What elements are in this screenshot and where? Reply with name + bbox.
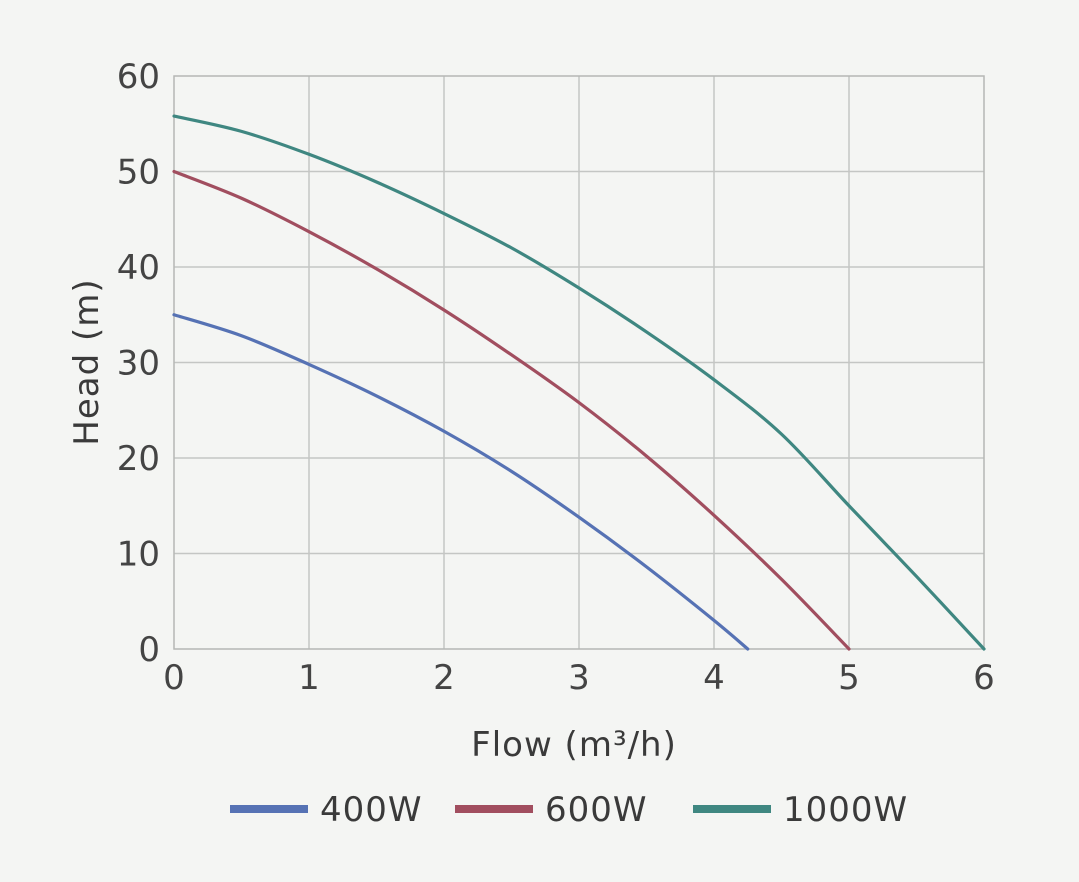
x-tick-label: 3 <box>568 658 590 698</box>
y-tick-label: 0 <box>138 630 160 670</box>
series-line-400w <box>172 313 750 651</box>
x-tick-label: 1 <box>298 658 320 698</box>
y-axis-title: Head (m) <box>67 278 107 445</box>
y-tick-label: 60 <box>117 57 160 97</box>
series-line-600w <box>172 169 851 651</box>
grid <box>174 76 984 649</box>
series-line-1000w <box>172 114 986 651</box>
legend-label-1000w: 1000W <box>783 790 908 830</box>
x-tick-label: 5 <box>838 658 860 698</box>
y-tick-label: 40 <box>117 248 160 288</box>
y-tick-label: 30 <box>117 344 160 384</box>
plot-frame <box>173 75 985 650</box>
legend: 400W 600W 1000W <box>230 790 908 830</box>
x-tick-label: 4 <box>703 658 725 698</box>
y-tick-label: 50 <box>117 153 160 193</box>
x-tick-label: 6 <box>973 658 995 698</box>
y-tick-label: 20 <box>117 439 160 479</box>
x-axis-title: Flow (m³/h) <box>471 725 677 765</box>
x-tick-labels: 0 1 2 3 4 5 6 <box>163 658 995 698</box>
x-tick-label: 0 <box>163 658 185 698</box>
x-tick-label: 2 <box>433 658 455 698</box>
legend-label-400w: 400W <box>320 790 423 830</box>
y-tick-label: 10 <box>117 535 160 575</box>
legend-label-600w: 600W <box>545 790 648 830</box>
series-lines <box>172 114 986 651</box>
y-tick-labels: 0 10 20 30 40 50 60 <box>117 57 160 670</box>
